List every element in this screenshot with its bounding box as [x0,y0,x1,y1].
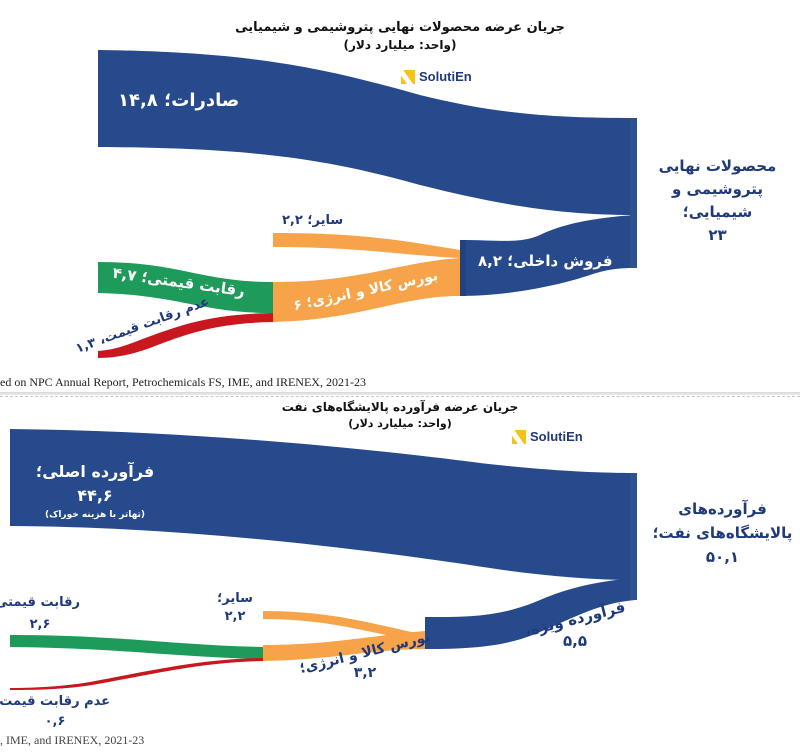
flow-noncompetitive [10,658,263,690]
label-domestic: فروش داخلی؛ ۸,۲ [478,252,613,270]
flow-main-products [10,429,635,580]
other-value: ۲,۲ [224,609,246,624]
total-value: ۵۰,۱ [705,548,740,566]
label-exports: صادرات؛ ۱۴,۸ [118,90,240,111]
flow-noncompetitive [98,313,273,358]
label-main-products: فرآورده اصلی؛ ۴۴,۶ (تهاتر با هزینه خوراک… [30,460,160,522]
total-line-1: محصولات نهایی [658,157,777,175]
chart-title: جریان عرضه محصولات نهایی پتروشیمی و شیمی… [235,20,565,35]
flow-other [263,611,425,643]
chart-unit: (واحد: میلیارد دلار) [343,38,457,52]
solutien-logo-icon [401,69,415,84]
noncompetitive-name: عدم رقابت قیمت؛ [0,694,110,709]
source-note: ed on NPC Annual Report, Petrochemicals … [0,375,366,389]
noncompetitive-value: ۰,۶ [44,714,66,729]
panel-dashed-line [0,396,800,397]
flow-ime [263,631,425,661]
node-total [630,118,637,268]
total-value: ۲۳ [708,226,727,244]
label-other: سایر؛ ۲,۲ [282,213,344,228]
total-line-2: پالایشگاه‌های نفت؛ [652,524,793,542]
label-total: محصولات نهایی پتروشیمی و شیمیایی؛ ۲۳ [645,155,790,247]
source-note: , IME, and IRENEX, 2021-23 [0,733,145,747]
flow-competitive [98,262,273,313]
total-line-1: فرآورده‌های [678,500,767,518]
refinery-sankey-panel: جریان عرضه فرآورده پالایشگاه‌های نفت (وا… [0,395,800,752]
main-products-value: ۴۴,۶ [77,486,113,505]
label-other: سایر؛ ۲,۲ [210,590,260,626]
node-total [630,473,637,600]
special-products-value: ۵,۵ [562,632,587,650]
label-competitive: رقابت قیمتی؛ ۲,۶ [0,592,80,636]
solutien-logo: SolutiEn [401,69,472,84]
competitive-name: رقابت قیمتی؛ [0,595,80,610]
main-products-name: فرآورده اصلی؛ [35,462,155,481]
flow-competitive [10,635,263,659]
label-special-products: فرآورده ویژه، ۵,۵ [520,598,630,652]
total-line-2: پتروشیمی و [671,180,764,198]
refinery-sankey-flows [10,429,637,690]
panel-divider [0,392,800,395]
solutien-logo: SolutiEn [512,429,583,444]
chart-unit: (واحد: میلیارد دلار) [348,417,452,430]
petrochemical-sankey-panel: جریان عرضه محصولات نهایی پتروشیمی و شیمی… [0,0,800,392]
chart-title: جریان عرضه فرآورده پالایشگاه‌های نفت [281,400,519,414]
main-products-note: (تهاتر با هزینه خوراک) [44,510,146,520]
flow-domestic [460,215,635,296]
petrochemical-sankey-flows [98,50,637,358]
label-total: فرآورده‌های پالایشگاه‌های نفت؛ ۵۰,۱ [650,497,795,569]
flow-special-products [425,578,635,649]
logo-text: SolutiEn [530,429,583,444]
ime-value: ۳,۲ [353,665,377,681]
competitive-value: ۲,۶ [29,617,51,632]
total-line-3: شیمیایی؛ [682,203,753,221]
logo-text: SolutiEn [419,69,472,84]
flow-other [273,233,460,258]
flow-exports [98,50,635,215]
flow-ime [273,258,460,322]
label-noncompetitive: عدم رقابت قیمت؛ ۰,۶ [0,692,110,732]
other-name: سایر؛ [217,591,253,606]
node-domestic [460,240,466,296]
solutien-logo-icon [512,429,526,444]
label-ime: بورس کالا و انرژی؛ ۳,۲ [290,629,440,683]
